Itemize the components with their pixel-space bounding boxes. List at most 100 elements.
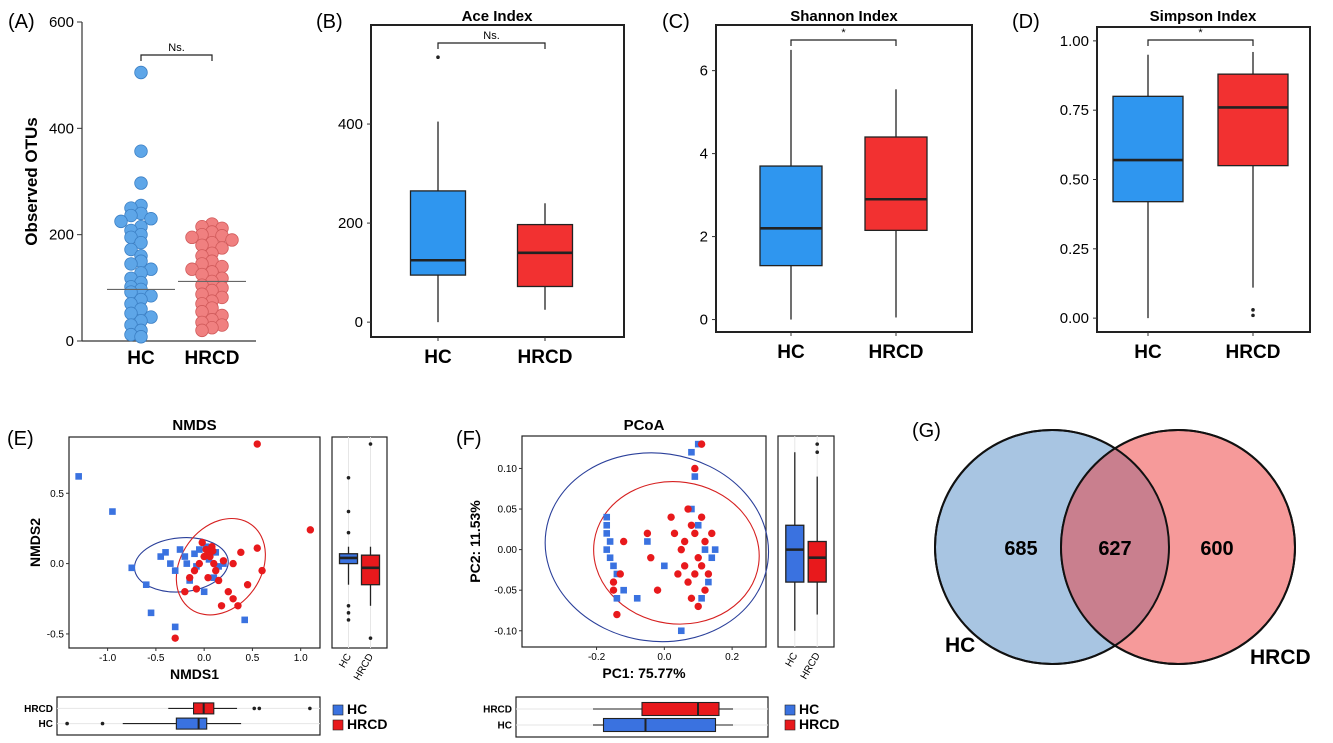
- significance-label: *: [1198, 27, 1203, 39]
- hrcd-box: [516, 223, 574, 288]
- y-tick-label: 0.5: [50, 489, 64, 500]
- x-category-label: HRCD: [1226, 342, 1281, 363]
- hrcd-outlier: [1251, 308, 1255, 312]
- y-tick-label: -0.05: [494, 586, 517, 597]
- significance-bracket: [790, 39, 897, 46]
- hc-box: [1112, 95, 1184, 203]
- data-point: [195, 559, 204, 568]
- plot-frame: [370, 24, 625, 338]
- series-hrcd: [171, 440, 315, 642]
- data-point: [691, 570, 699, 578]
- hc-box: [759, 165, 823, 267]
- bottom-box-label: HRCD: [483, 705, 512, 716]
- side-box-label: HRCD: [352, 652, 376, 683]
- legend-swatch: [332, 719, 344, 731]
- data-point: [609, 586, 618, 594]
- x-tick-label: 1.0: [294, 653, 308, 664]
- data-point: [687, 521, 696, 529]
- x-category-label: HRCD: [518, 347, 573, 368]
- panel-label: (G): [912, 420, 941, 442]
- series-hrcd: [864, 89, 928, 318]
- venn-label-hc: HC: [945, 634, 975, 657]
- side-hc-outlier: [346, 604, 351, 608]
- y-tick-label: 0.10: [498, 464, 518, 475]
- chart-title: NMDS: [172, 417, 216, 434]
- side-hc-outlier: [346, 475, 351, 480]
- data-point: [144, 212, 158, 226]
- confidence-ellipse-hrcd: [175, 517, 266, 616]
- legend-swatch: [784, 704, 796, 716]
- panel-label: (B): [316, 11, 343, 33]
- legend-label: HC: [799, 701, 819, 717]
- venn-overlap-count: 627: [1098, 538, 1131, 560]
- significance-label: *: [841, 27, 846, 39]
- side-hc-box: [785, 524, 805, 583]
- series-hrcd: [516, 203, 574, 310]
- data-point: [181, 553, 189, 560]
- data-point: [698, 595, 705, 602]
- data-point: [677, 545, 685, 554]
- data-point: [613, 610, 621, 619]
- significance-bracket: [1147, 39, 1254, 46]
- venn-outline-hc: [934, 429, 1170, 665]
- data-point: [619, 537, 628, 546]
- data-point: [603, 521, 611, 529]
- data-point: [687, 594, 696, 603]
- panel-e-nmds: (E) NMDS -1.0 -0.5 0.0 0.5 1.0 -0.5 0.0 0.5 NMDS1 N…: [7, 417, 388, 736]
- side-hc-outlier: [346, 509, 351, 514]
- y-tick-label: 600: [49, 14, 74, 31]
- x-tick-label: -0.2: [588, 652, 606, 663]
- data-point: [688, 448, 695, 456]
- data-point: [134, 235, 148, 250]
- data-point: [704, 570, 713, 578]
- data-point: [697, 513, 706, 521]
- panel-a-observed-otus: (A) 0 200 400 600 Observed OTUs HC HRCD Ns.: [8, 11, 256, 369]
- side-hrcd-outlier: [815, 450, 819, 455]
- y-tick-label: 200: [49, 227, 74, 244]
- data-point: [124, 242, 138, 257]
- significance-label: Ns.: [483, 30, 500, 42]
- side-hc-outlier: [346, 618, 351, 622]
- data-point: [176, 546, 184, 553]
- data-point: [306, 526, 315, 534]
- data-point: [134, 176, 148, 190]
- x-tick-label: 0.0: [197, 653, 211, 664]
- bottom-hrcd-box: [641, 701, 720, 717]
- y-tick-label: 0: [355, 314, 363, 331]
- data-point: [229, 595, 237, 603]
- y-tick-label: 0: [700, 312, 708, 329]
- data-point: [644, 538, 651, 545]
- y-axis-title: Observed OTUs: [22, 117, 41, 246]
- data-point: [206, 552, 214, 561]
- data-point: [697, 440, 706, 448]
- data-point: [701, 537, 709, 546]
- legend-label: HRCD: [799, 716, 839, 732]
- x-category-label: HRCD: [185, 348, 240, 369]
- data-point: [234, 602, 242, 610]
- data-point: [200, 552, 208, 561]
- legend-swatch: [332, 704, 344, 716]
- legend-label: HC: [347, 701, 367, 717]
- panel-c-shannon-index: (C) Shannon Index 0 2 4 6 HC HRCD *: [662, 8, 973, 363]
- data-point: [217, 602, 226, 610]
- data-point: [701, 546, 709, 553]
- plot-frame: [521, 435, 767, 648]
- y-axis-title: NMDS2: [27, 518, 43, 567]
- x-tick-label: 0.5: [245, 653, 259, 664]
- data-point: [202, 545, 210, 554]
- plot-frame: [715, 24, 973, 333]
- data-point: [210, 559, 218, 568]
- x-category-label: HC: [127, 348, 155, 369]
- series-hrcd: [1217, 51, 1289, 318]
- bottom-hc-outlier: [65, 721, 69, 726]
- data-point: [661, 562, 668, 570]
- y-tick-label: 200: [338, 215, 363, 232]
- data-point: [215, 563, 222, 570]
- x-category-label: HC: [1134, 342, 1162, 363]
- y-tick-label: 0.05: [498, 505, 518, 516]
- data-point: [691, 529, 699, 538]
- panel-d-simpson-index: (D) Simpson Index 0.00 0.25 0.50 0.75 1.00 HC HR…: [1012, 8, 1311, 363]
